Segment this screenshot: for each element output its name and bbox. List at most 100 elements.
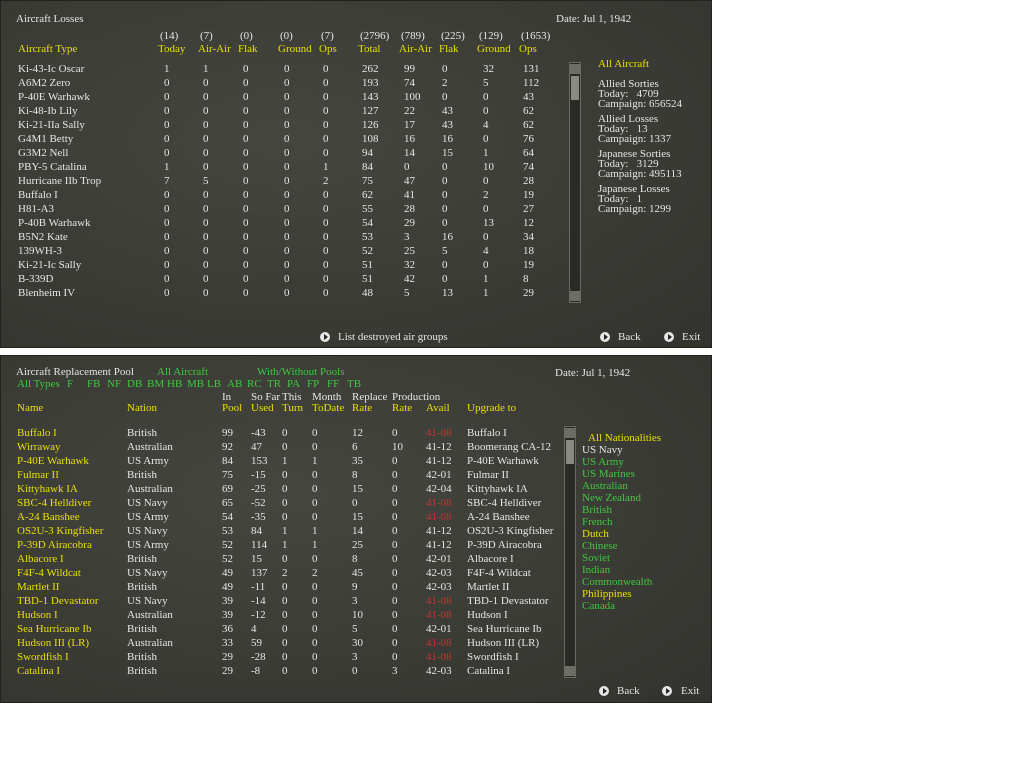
loss-count: 47: [404, 175, 415, 187]
column-header: Ground: [477, 43, 511, 55]
aircraft-name[interactable]: TBD-1 Devastator: [17, 595, 99, 607]
aircraft-type[interactable]: Hurricane IIb Trop: [18, 175, 102, 187]
aircraft-type[interactable]: PBY-5 Catalina: [18, 161, 87, 173]
back-icon[interactable]: [599, 686, 609, 696]
column-total: (789): [401, 30, 425, 42]
aircraft-name[interactable]: OS2U-3 Kingfisher: [17, 525, 104, 537]
aircraft-name[interactable]: Sea Hurricane Ib: [17, 623, 92, 635]
aircraft-type[interactable]: B-339D: [18, 273, 54, 285]
nationality-filter[interactable]: All Nationalities: [588, 432, 662, 444]
aircraft-name[interactable]: P-39D Airacobra: [17, 539, 92, 551]
aircraft-type[interactable]: P-40B Warhawk: [18, 217, 91, 229]
type-filter[interactable]: RC: [247, 378, 262, 390]
nationality-filter[interactable]: New Zealand: [582, 492, 641, 504]
loss-count: 28: [404, 203, 415, 215]
aircraft-filter[interactable]: All Aircraft: [598, 58, 650, 70]
stat-line: Campaign: 1337: [598, 133, 672, 145]
loss-count: 0: [203, 259, 209, 271]
type-filter[interactable]: PA: [287, 378, 301, 390]
loss-count: 0: [203, 105, 209, 117]
pool-filter[interactable]: With/Without Pools: [257, 366, 345, 378]
aircraft-name[interactable]: Martlet II: [17, 581, 60, 593]
pool-cell: 0: [352, 497, 358, 509]
nationality-filter[interactable]: Canada: [582, 600, 615, 612]
type-filter[interactable]: All Types: [17, 378, 60, 390]
exit-icon[interactable]: [662, 686, 672, 696]
nationality-filter[interactable]: US Army: [582, 456, 624, 468]
aircraft-type[interactable]: G3M2 Nell: [18, 147, 69, 159]
exit-icon[interactable]: [664, 332, 674, 342]
aircraft-type[interactable]: Buffalo I: [18, 189, 58, 201]
loss-count: 0: [243, 91, 249, 103]
nationality-filter[interactable]: British: [582, 504, 612, 516]
aircraft-name[interactable]: Hudson III (LR): [17, 637, 90, 649]
aircraft-name[interactable]: Swordfish I: [17, 651, 69, 663]
aircraft-type[interactable]: Ki-43-Ic Oscar: [18, 63, 85, 75]
list-destroyed-button[interactable]: List destroyed air groups: [338, 331, 448, 343]
aircraft-name[interactable]: SBC-4 Helldiver: [17, 497, 92, 509]
nationality-filter[interactable]: Philippines: [582, 588, 632, 600]
nationality-filter[interactable]: Australian: [582, 480, 628, 492]
nationality-filter[interactable]: Indian: [582, 564, 611, 576]
type-filter[interactable]: FF: [327, 378, 340, 390]
type-filter[interactable]: FP: [307, 378, 320, 390]
aircraft-filter[interactable]: All Aircraft: [157, 366, 209, 378]
pool-cell: 45: [352, 567, 363, 579]
nationality-filter[interactable]: US Marines: [582, 468, 635, 480]
pool-cell: 153: [251, 455, 268, 467]
type-filter[interactable]: FB: [87, 378, 101, 390]
scrollbar[interactable]: [564, 426, 576, 678]
link-icon[interactable]: [320, 332, 330, 342]
nationality-filter[interactable]: Chinese: [582, 540, 618, 552]
loss-count: 0: [323, 91, 329, 103]
aircraft-type[interactable]: B5N2 Kate: [18, 231, 68, 243]
type-filter[interactable]: LB: [207, 378, 222, 390]
aircraft-name[interactable]: F4F-4 Wildcat: [17, 567, 81, 579]
aircraft-name[interactable]: Kittyhawk IA: [17, 483, 78, 495]
pool-cell: Buffalo I: [467, 427, 507, 439]
nationality-filter[interactable]: US Navy: [582, 444, 623, 456]
nationality-filter[interactable]: French: [582, 516, 613, 528]
back-button[interactable]: Back: [617, 685, 640, 697]
aircraft-type[interactable]: 139WH-3: [18, 245, 62, 257]
aircraft-name[interactable]: A-24 Banshee: [17, 511, 80, 523]
aircraft-name[interactable]: Fulmar II: [17, 469, 59, 481]
aircraft-name[interactable]: Buffalo I: [17, 427, 57, 439]
type-filter[interactable]: MB: [187, 378, 205, 390]
type-filter[interactable]: F: [67, 378, 74, 390]
type-filter[interactable]: BM: [147, 378, 165, 390]
column-header: Flak: [238, 43, 258, 55]
aircraft-type[interactable]: A6M2 Zero: [18, 77, 71, 89]
aircraft-type[interactable]: Ki-21-IIa Sally: [18, 119, 85, 131]
back-icon[interactable]: [600, 332, 610, 342]
exit-button[interactable]: Exit: [682, 331, 701, 343]
aircraft-name[interactable]: P-40E Warhawk: [17, 455, 89, 467]
aircraft-name[interactable]: Hudson I: [17, 609, 58, 621]
aircraft-type[interactable]: Blenheim IV: [18, 287, 76, 299]
nationality-filter[interactable]: Commonwealth: [582, 576, 653, 588]
type-filter[interactable]: DB: [127, 378, 143, 390]
exit-button[interactable]: Exit: [681, 685, 700, 697]
aircraft-type[interactable]: H81-A3: [18, 203, 55, 215]
nationality-filter[interactable]: Soviet: [582, 552, 611, 564]
nationality-filter[interactable]: Dutch: [582, 528, 609, 540]
type-filter[interactable]: TR: [267, 378, 282, 390]
scrollbar[interactable]: [569, 62, 581, 303]
pool-cell: 0: [282, 581, 288, 593]
aircraft-type[interactable]: P-40E Warhawk: [18, 91, 90, 103]
back-button[interactable]: Back: [618, 331, 641, 343]
loss-count: 1: [164, 161, 170, 173]
loss-count: 0: [323, 245, 329, 257]
aircraft-type[interactable]: G4M1 Betty: [18, 133, 74, 145]
loss-count: 41: [404, 189, 415, 201]
aircraft-name[interactable]: Catalina I: [17, 665, 61, 677]
loss-count: 27: [523, 203, 534, 215]
aircraft-type[interactable]: Ki-21-Ic Sally: [18, 259, 82, 271]
type-filter[interactable]: TB: [347, 378, 362, 390]
aircraft-name[interactable]: Albacore I: [17, 553, 64, 565]
type-filter[interactable]: NF: [107, 378, 122, 390]
type-filter[interactable]: AB: [227, 378, 243, 390]
type-filter[interactable]: HB: [167, 378, 183, 390]
aircraft-name[interactable]: Wirraway: [17, 441, 61, 453]
aircraft-type[interactable]: Ki-48-Ib Lily: [18, 105, 78, 117]
